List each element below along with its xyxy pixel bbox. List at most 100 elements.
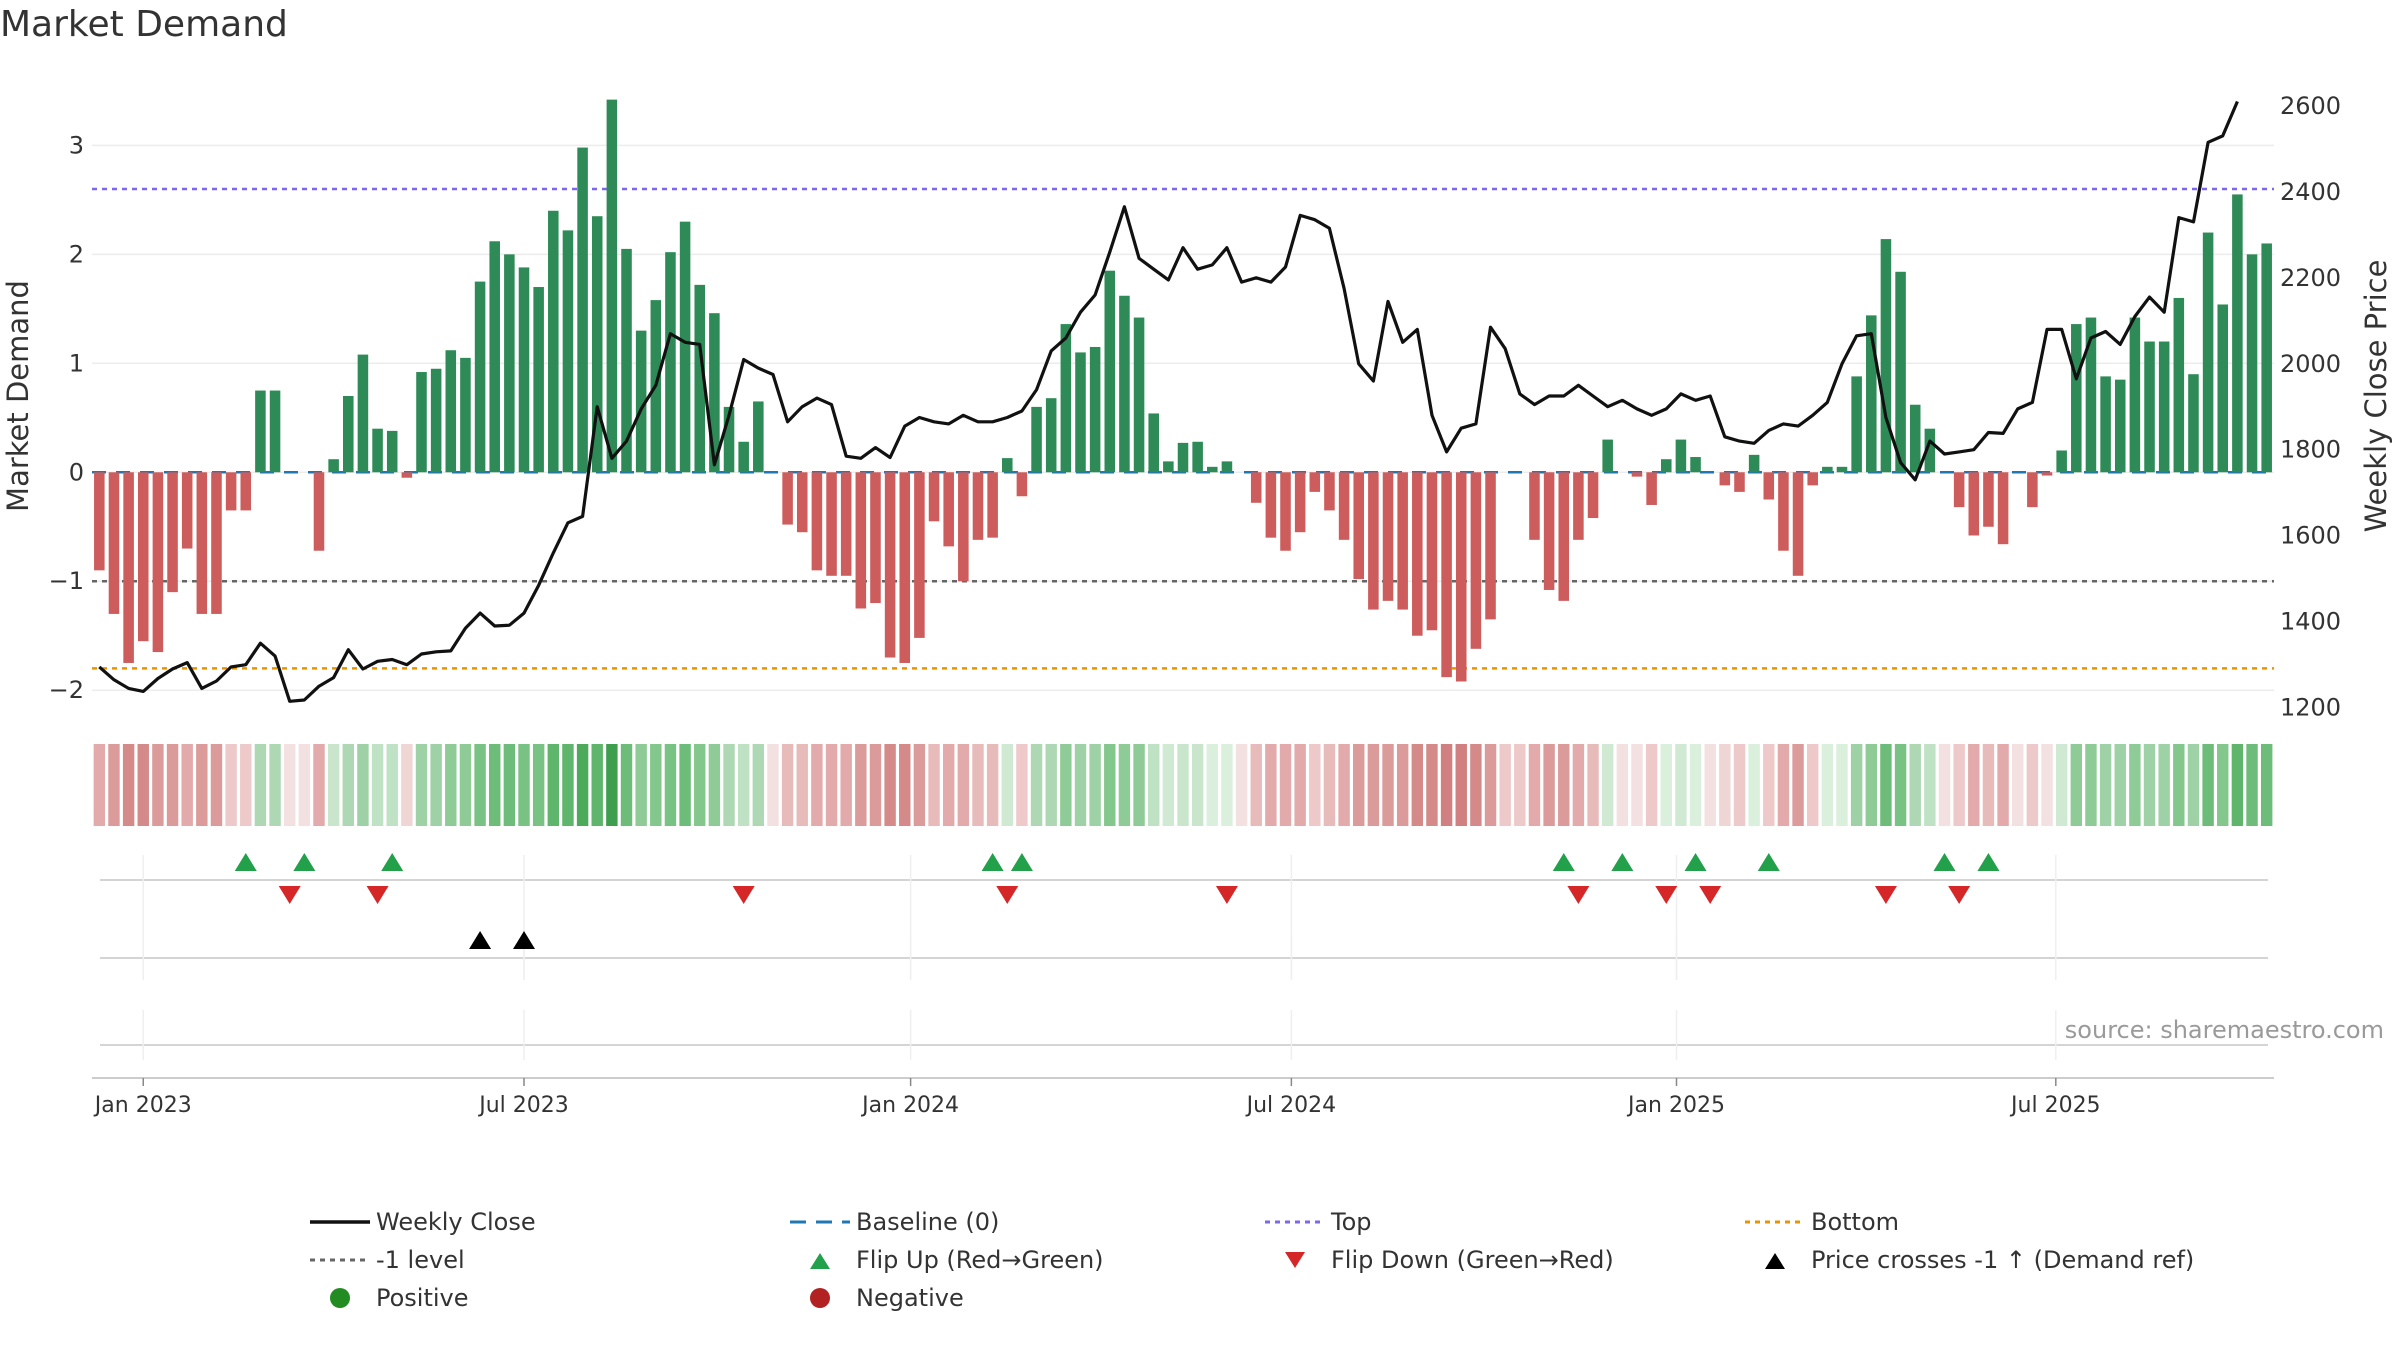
legend-label: Negative xyxy=(856,1284,964,1312)
positive-bar xyxy=(606,99,618,473)
flip-down-marker xyxy=(1948,886,1971,904)
strip-cell xyxy=(2246,744,2258,826)
positive-bar xyxy=(694,284,706,473)
x-axis: Jan 2023 Jul 2023 Jan 2024 Jul 2024 Jan 2025… xyxy=(92,1077,2274,1118)
strip-cell xyxy=(196,744,208,826)
strip-cell xyxy=(2041,744,2053,826)
positive-bar xyxy=(548,210,559,473)
strip-cell xyxy=(1689,744,1702,826)
strip-cell xyxy=(825,744,838,826)
positive-bar xyxy=(1177,442,1189,473)
negative-bar xyxy=(972,472,984,540)
legend-label: Top xyxy=(1331,1208,1372,1236)
strip-cell xyxy=(1133,744,1145,826)
strip-cell xyxy=(1323,744,1336,826)
positive-bar xyxy=(533,287,544,473)
positive-bar xyxy=(577,147,588,473)
strip-cell xyxy=(1016,744,1028,826)
strip-cell xyxy=(1148,744,1160,826)
negative-bar xyxy=(1309,472,1321,492)
negative-bar xyxy=(1426,472,1438,631)
strip-cell xyxy=(1411,744,1424,826)
positive-bar xyxy=(1148,413,1159,473)
negative-bar xyxy=(401,472,413,478)
strip-cell xyxy=(254,744,267,826)
strip-cell xyxy=(1997,744,2009,826)
x-tick-label: Jan 2024 xyxy=(860,1093,959,1118)
negative-bar xyxy=(943,472,954,547)
negative-bar xyxy=(870,472,881,604)
legend-glyph xyxy=(810,1288,830,1308)
legend-symbol xyxy=(310,1220,370,1224)
strip-cell xyxy=(1836,744,1848,826)
strip-cell xyxy=(811,744,823,826)
strip-cell xyxy=(1279,744,1292,826)
y-axis-label: Market Demand xyxy=(1,280,35,512)
negative-bar xyxy=(1807,472,1818,486)
flip-up-marker xyxy=(381,853,404,871)
event-markers xyxy=(100,853,2268,1060)
positive-bar xyxy=(1602,439,1613,473)
strip-cell xyxy=(1045,744,1057,826)
flip-down-marker xyxy=(732,886,755,904)
legend-symbol xyxy=(810,1253,830,1269)
positive-bar xyxy=(679,221,691,473)
x-tick-label: Jul 2025 xyxy=(2009,1093,2101,1118)
y-tick-label: 2 xyxy=(69,240,84,268)
flip-up-marker xyxy=(981,853,1004,871)
negative-bar xyxy=(1646,472,1657,505)
strip-cell xyxy=(1206,744,1218,826)
positive-bar xyxy=(2085,317,2097,473)
negative-bar xyxy=(1734,472,1745,492)
x-tick-label: Jan 2025 xyxy=(1626,1093,1725,1118)
strip-cell xyxy=(576,744,589,826)
negative-bar xyxy=(1778,472,1789,551)
strip-cell xyxy=(2202,744,2214,826)
strip-cell xyxy=(2026,744,2039,826)
positive-bar xyxy=(1822,466,1833,473)
y-tick-label: 1 xyxy=(69,349,84,377)
x-tick-label: Jul 2024 xyxy=(1245,1093,1337,1118)
strip-cell xyxy=(737,744,750,826)
negative-bar xyxy=(1250,472,1262,503)
legend-label: Weekly Close xyxy=(376,1208,536,1236)
negative-bar xyxy=(899,472,911,663)
flip-down-marker xyxy=(1567,886,1590,904)
negative-bar xyxy=(782,472,793,525)
price-cross-marker xyxy=(469,931,492,949)
x-tick-label: Jul 2023 xyxy=(477,1093,569,1118)
strip-cell xyxy=(386,744,398,826)
strip-cell xyxy=(1763,744,1775,826)
legend-glyph xyxy=(1285,1252,1305,1268)
flip-down-marker xyxy=(366,886,389,904)
strip-cell xyxy=(547,744,560,826)
strip-cell xyxy=(1733,744,1746,826)
y-tick-label: 0 xyxy=(69,458,84,486)
price-cross-marker xyxy=(513,931,536,949)
positive-bar xyxy=(2173,297,2185,473)
negative-bar xyxy=(1368,472,1379,610)
positive-bar xyxy=(489,241,500,473)
y-tick-label: 3 xyxy=(69,131,84,159)
strip-cell xyxy=(401,744,413,826)
strip-cell xyxy=(1601,744,1614,826)
negative-bar xyxy=(1558,472,1570,601)
strip-cell xyxy=(1353,744,1365,826)
strip-cell xyxy=(415,744,428,826)
strip-cell xyxy=(1382,744,1394,826)
positive-bar xyxy=(562,230,574,473)
legend-symbol xyxy=(1765,1253,1785,1269)
strip-cell xyxy=(181,744,193,826)
strip-cell xyxy=(1704,744,1716,826)
strip-cell xyxy=(942,744,955,826)
strip-cell xyxy=(694,744,706,826)
strip-cell xyxy=(1865,744,1877,826)
axes: −2 −1 0 1 2 3 1200 1400 1600 1800 2000 2200 2400 2600… xyxy=(1,92,2393,722)
positive-bar xyxy=(2158,341,2170,473)
strip-cell xyxy=(1792,744,1804,826)
positive-bar xyxy=(1866,315,1877,473)
positive-bar xyxy=(1924,428,1936,473)
positive-bar xyxy=(2188,374,2199,473)
strip-cell xyxy=(357,744,369,826)
strip-cell xyxy=(1265,744,1277,826)
